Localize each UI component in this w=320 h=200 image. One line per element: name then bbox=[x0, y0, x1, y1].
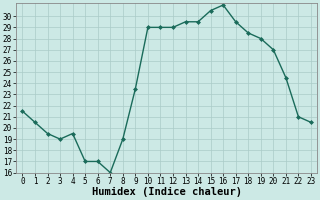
X-axis label: Humidex (Indice chaleur): Humidex (Indice chaleur) bbox=[92, 187, 242, 197]
